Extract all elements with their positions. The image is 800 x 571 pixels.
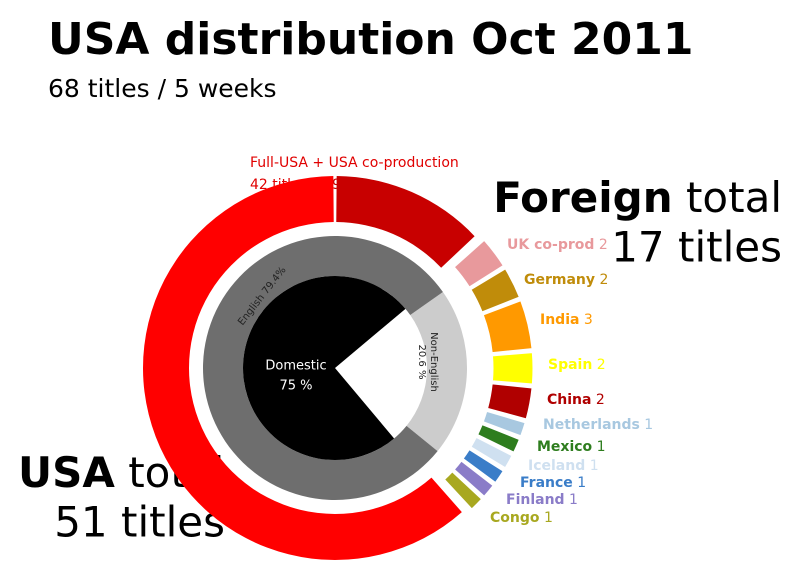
- foreign-category: India: [540, 312, 579, 328]
- foreign-label: Congo 1: [490, 510, 553, 526]
- foreign-count: 1: [590, 458, 599, 474]
- usa-segment: [336, 176, 475, 268]
- foreign-category: Iceland: [528, 458, 585, 474]
- language-segment: [203, 235, 443, 500]
- foreign-segment: [487, 383, 533, 420]
- foreign-segment: [470, 268, 520, 313]
- foreign-label: Germany 2: [524, 272, 608, 288]
- foreign-segment: [482, 410, 526, 437]
- domestic-slice: [242, 276, 406, 460]
- foreign-category: UK co-prod: [507, 237, 594, 253]
- foreign-category: France: [520, 475, 573, 491]
- domestic-value: 75 %: [279, 379, 312, 394]
- foreign-category: Mexico: [537, 439, 593, 455]
- foreign-label: China 2: [547, 392, 605, 408]
- foreign-category: Finland: [506, 492, 565, 508]
- foreign-count: 2: [596, 392, 605, 408]
- foreign-category: Netherlands: [543, 417, 640, 433]
- foreign-segment: [482, 300, 533, 354]
- foreign-label: India 3: [540, 312, 593, 328]
- foreign-count: 1: [644, 417, 653, 433]
- foreign-segment: [453, 239, 504, 288]
- foreign-total: Foreign total: [493, 173, 782, 222]
- foreign-category: Congo: [490, 510, 540, 526]
- foreign-label: Finland 1: [506, 492, 578, 508]
- foreign-segment: [462, 448, 504, 484]
- foreign-label: Iceland 1: [528, 458, 599, 474]
- foreign-count: 3: [584, 312, 593, 328]
- foreign-label: Spain 2: [548, 357, 606, 373]
- foreign-segment: [453, 460, 494, 497]
- foreign-label: Mexico 1: [537, 439, 606, 455]
- domestic-label: Domestic: [265, 359, 326, 374]
- foreign-segment: [443, 471, 483, 510]
- foreign-count: 2: [599, 237, 608, 253]
- language-segment: [406, 291, 467, 452]
- foreign-count: 1: [569, 492, 578, 508]
- usa-total-count: 51 titles: [54, 498, 225, 547]
- chart-title: USA distribution Oct 2011: [48, 14, 693, 65]
- foreign-label: Netherlands 1: [543, 417, 653, 433]
- foreign-total-rest: total: [686, 173, 782, 222]
- usa-total-bold: USA: [18, 448, 115, 497]
- foreign-count: 1: [597, 439, 606, 455]
- language-label: Non-English20.6 %: [416, 332, 439, 392]
- foreign-total-bold: Foreign: [493, 173, 672, 222]
- foreign-label: France 1: [520, 475, 586, 491]
- usa-segment: [143, 176, 462, 560]
- foreign-category: Germany: [524, 272, 595, 288]
- foreign-count: 1: [577, 475, 586, 491]
- language-category: Non-English: [428, 332, 439, 392]
- language-value: 20.6 %: [416, 345, 427, 380]
- foreign-count: 2: [599, 272, 608, 288]
- foreign-segment: [491, 352, 534, 385]
- usa-heading: Full-USA + USA co-production: [250, 155, 459, 171]
- foreign-segment: [470, 436, 513, 469]
- chart-subtitle: 68 titles / 5 weeks: [48, 74, 277, 103]
- foreign-label: UK co-prod 2: [507, 237, 608, 253]
- foreign-segment: [477, 424, 520, 453]
- foreign-category: China: [547, 392, 591, 408]
- foreign-count: 1: [544, 510, 553, 526]
- foreign-category: Spain: [548, 357, 592, 373]
- foreign-total-count: 17 titles: [611, 223, 782, 272]
- foreign-count: 2: [597, 357, 606, 373]
